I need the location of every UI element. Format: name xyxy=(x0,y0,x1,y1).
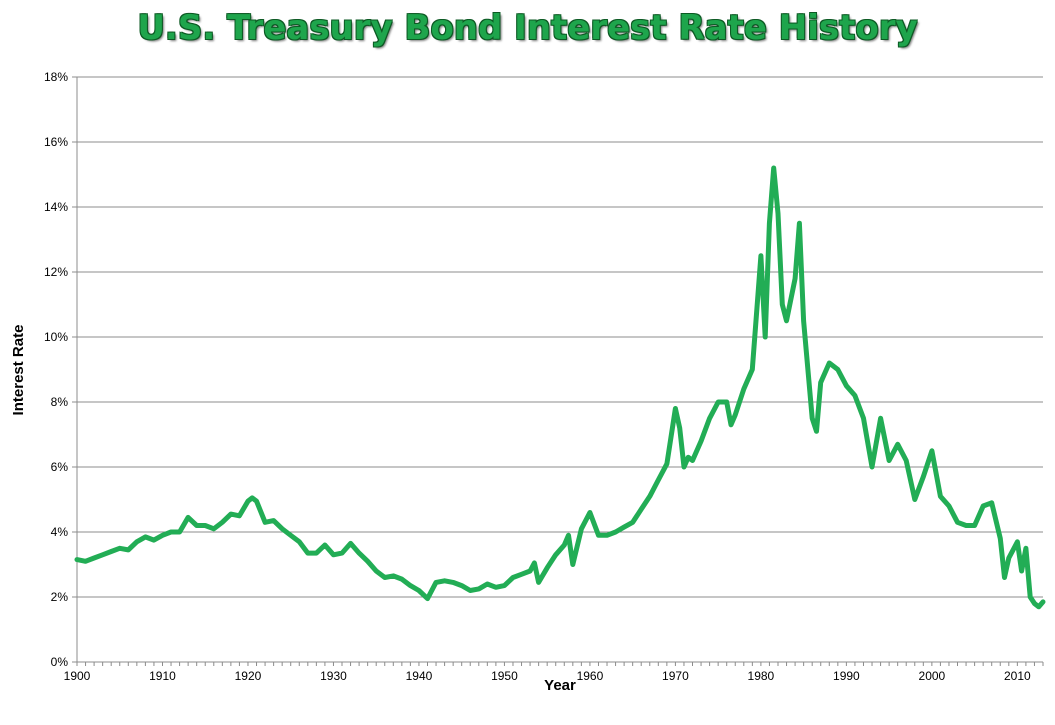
x-tick-label: 2000 xyxy=(919,669,946,683)
x-axis-ticks: 1900 1910 1920 1930 1940 1950 1960 1970 1980 1990… xyxy=(64,662,1044,683)
y-tick-label: 18% xyxy=(44,70,68,84)
y-tick-label: 6% xyxy=(51,460,69,474)
x-tick-label: 1940 xyxy=(406,669,433,683)
y-tick-label: 2% xyxy=(51,590,69,604)
y-tick-label: 10% xyxy=(44,330,68,344)
chart-title: U.S. Treasury Bond Interest Rate History xyxy=(137,8,918,48)
y-tick-label: 4% xyxy=(51,525,69,539)
x-tick-label: 2010 xyxy=(1004,669,1031,683)
x-tick-label: 1950 xyxy=(491,669,518,683)
series-line xyxy=(74,165,1046,610)
axes xyxy=(76,77,1043,663)
x-tick-label: 1900 xyxy=(64,669,91,683)
y-axis-title: Interest Rate xyxy=(10,325,27,416)
x-tick-label: 1990 xyxy=(833,669,860,683)
x-tick-label: 1930 xyxy=(320,669,347,683)
x-tick-label: 1980 xyxy=(748,669,775,683)
series-layer xyxy=(74,165,1046,610)
x-tick-label: 1910 xyxy=(149,669,176,683)
grid-lines xyxy=(77,76,1043,598)
y-tick-label: 0% xyxy=(51,655,69,669)
y-axis-ticks: 0% 2% 4% 6% 8% 10% 12% 14% 16% 18% xyxy=(44,70,77,669)
y-tick-label: 16% xyxy=(44,135,68,149)
y-tick-label: 14% xyxy=(44,200,68,214)
y-tick-label: 12% xyxy=(44,265,68,279)
x-tick-label: 1970 xyxy=(662,669,689,683)
y-tick-label: 8% xyxy=(51,395,69,409)
x-tick-label: 1960 xyxy=(577,669,604,683)
x-tick-label: 1920 xyxy=(235,669,262,683)
x-axis-title: Year xyxy=(544,677,576,694)
